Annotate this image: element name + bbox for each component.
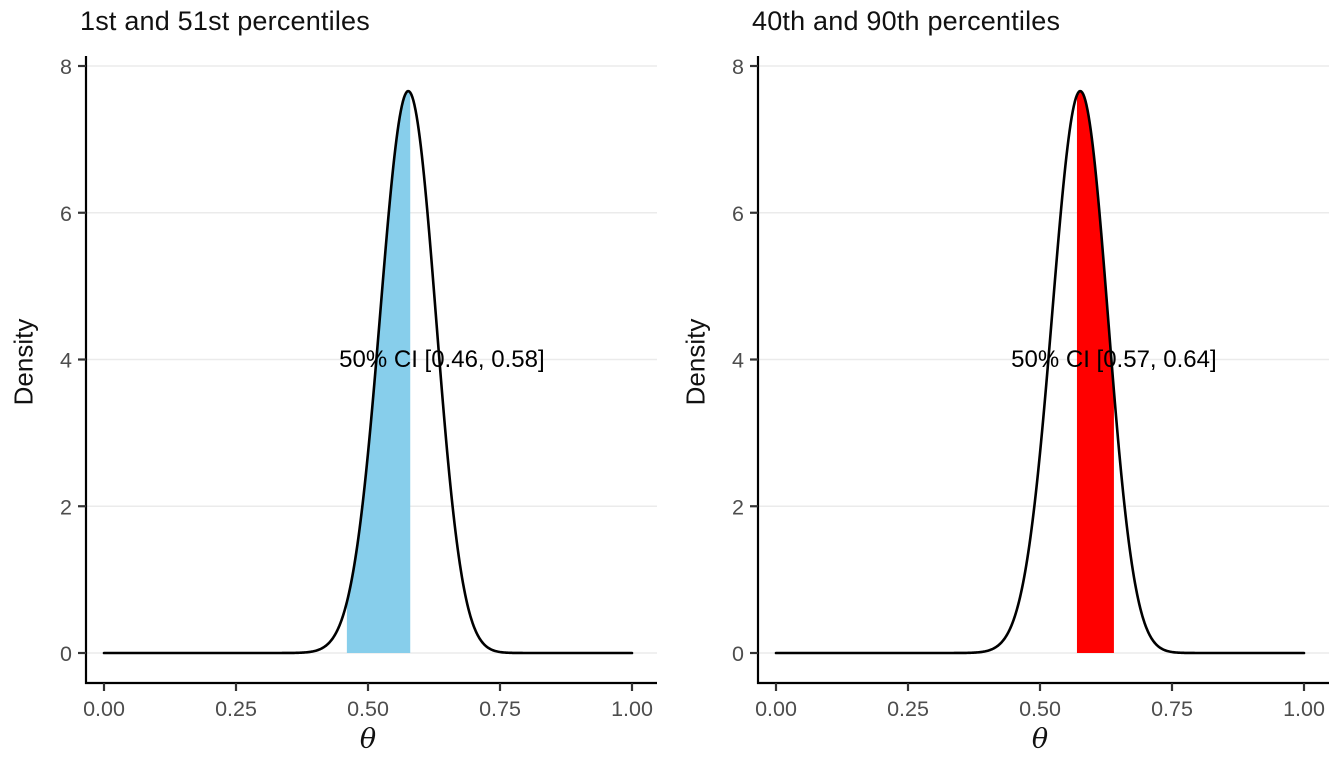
svg-text:4: 4 [732,349,744,373]
svg-text:0: 0 [60,642,72,666]
svg-text:6: 6 [60,202,72,226]
density-curve [102,89,634,655]
plot-right: 40th and 90th percentiles Density θ 50% … [672,0,1344,768]
ci-annotation-right: 50% CI [0.57, 0.64] [1011,345,1217,373]
y-tick-labels: 0 2 4 6 8 [60,55,72,666]
plot-title-left: 1st and 51st percentiles [80,6,370,36]
axis-lines [756,56,1329,685]
y-tick-labels: 0 2 4 6 8 [732,55,744,666]
density-panel-left: 0 2 4 6 8 0.00 0.25 0.50 0.75 1.00 [60,55,657,721]
svg-text:0.75: 0.75 [479,697,521,721]
svg-text:0.25: 0.25 [887,697,929,721]
ci-annotation-left: 50% CI [0.46, 0.58] [339,345,545,373]
svg-text:2: 2 [60,495,72,519]
svg-text:6: 6 [732,202,744,226]
plot-left: 1st and 51st percentiles Density θ 50% C… [8,6,657,755]
svg-text:1.00: 1.00 [611,697,653,721]
shaded-credible-interval [1076,91,1114,653]
svg-text:0.50: 0.50 [347,697,389,721]
svg-text:1.00: 1.00 [1283,697,1325,721]
svg-text:0.00: 0.00 [755,697,797,721]
x-axis-title-left: θ [359,723,377,755]
svg-text:8: 8 [732,55,744,79]
density-panel-right: 0 2 4 6 8 0.00 0.25 0.50 0.75 1.00 [732,55,1329,721]
tick-marks [750,64,1306,691]
x-tick-labels: 0.00 0.25 0.50 0.75 1.00 [83,697,653,721]
y-axis-title-right: Density [680,318,711,406]
axis-lines [84,56,657,685]
svg-text:0.00: 0.00 [83,697,125,721]
plot-title-right: 40th and 90th percentiles [752,6,1061,36]
y-axis-title-left: Density [8,318,39,406]
svg-text:0.50: 0.50 [1019,697,1061,721]
svg-text:0.75: 0.75 [1151,697,1193,721]
svg-text:4: 4 [60,349,72,373]
svg-text:0: 0 [732,642,744,666]
x-tick-labels: 0.00 0.25 0.50 0.75 1.00 [755,697,1325,721]
tick-marks [78,64,634,691]
svg-text:0.25: 0.25 [215,697,257,721]
density-curve [774,89,1306,655]
svg-text:2: 2 [732,495,744,519]
svg-text:8: 8 [60,55,72,79]
x-axis-title-right: θ [1031,723,1049,755]
